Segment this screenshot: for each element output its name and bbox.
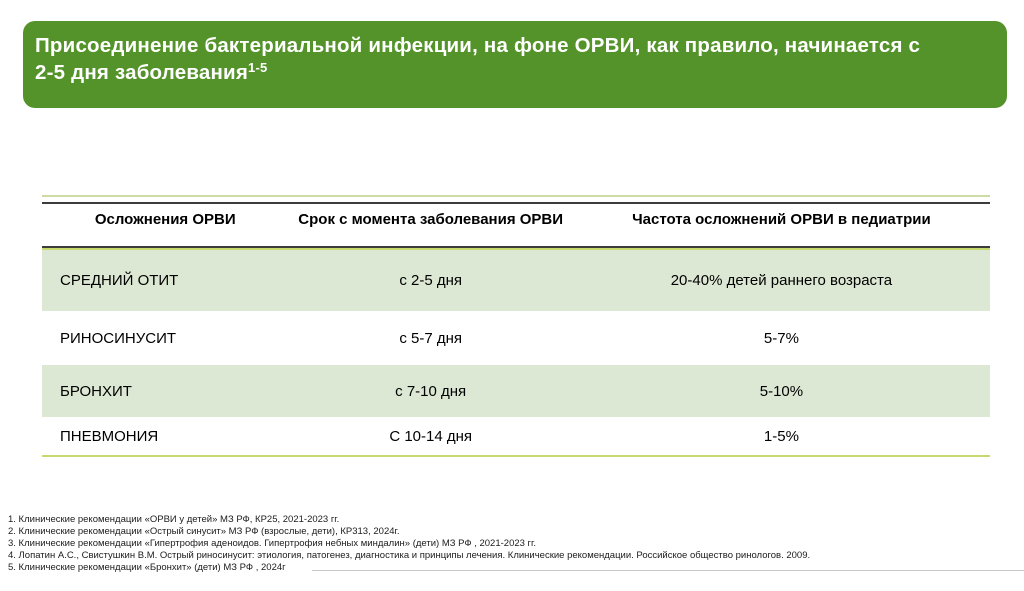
table-row: БРОНХИТ с 7-10 дня 5-10% [42,365,990,417]
column-header-complication: Осложнения ОРВИ [94,211,236,228]
cell-frequency: 5-7% [763,329,799,347]
title-banner: Присоединение бактериальной инфекции, на… [23,21,1007,108]
cell-term: с 7-10 дня [395,382,467,400]
table-bottom-rule [42,455,990,457]
reference-item: 5. Клинические рекомендации «Бронхит» (д… [8,562,286,573]
cell-term: С 10-14 дня [389,427,473,445]
reference-item: 4. Лопатин А.С., Свистушкин В.М. Острый … [8,550,811,561]
cell-term: с 5-7 дня [399,329,462,347]
column-header-frequency: Частота осложнений ОРВИ в педиатрии [632,211,931,228]
complications-table: Осложнения ОРВИ Срок с момента заболеван… [42,195,990,457]
table-row: РИНОСИНУСИТ с 5-7 дня 5-7% [42,311,990,365]
reference-item: 3. Клинические рекомендации «Гипертрофия… [8,538,536,549]
table-top-rule [42,195,990,197]
cell-complication: СРЕДНИЙ ОТИТ [60,272,179,289]
bottom-edge-line [312,570,1024,571]
slide-title-line1: Присоединение бактериальной инфекции, на… [35,34,921,57]
cell-term: с 2-5 дня [399,272,462,289]
table-row: СРЕДНИЙ ОТИТ с 2-5 дня 20-40% детей ранн… [42,250,990,311]
cell-frequency: 5-10% [759,382,804,400]
title-reference-superscript: 1-5 [248,60,268,75]
slide-title: Присоединение бактериальной инфекции, на… [35,32,957,86]
references-list: 1. Клинические рекомендации «ОРВИ у дете… [8,514,810,574]
reference-item: 1. Клинические рекомендации «ОРВИ у дете… [8,514,340,525]
cell-frequency: 20-40% детей раннего возраста [670,272,893,289]
slide-title-line2: 2-5 дня заболевания [35,61,249,84]
column-header-term: Срок с момента заболевания ОРВИ [298,211,564,228]
cell-complication: БРОНХИТ [60,382,132,400]
cell-complication: ПНЕВМОНИЯ [60,427,159,445]
reference-item: 2. Клинические рекомендации «Острый сину… [8,526,400,537]
header-bottom-rule [42,248,990,250]
table-header-row: Осложнения ОРВИ Срок с момента заболеван… [42,202,990,248]
table-row: ПНЕВМОНИЯ С 10-14 дня 1-5% [42,417,990,455]
cell-complication: РИНОСИНУСИТ [60,329,177,347]
cell-frequency: 1-5% [763,427,799,445]
